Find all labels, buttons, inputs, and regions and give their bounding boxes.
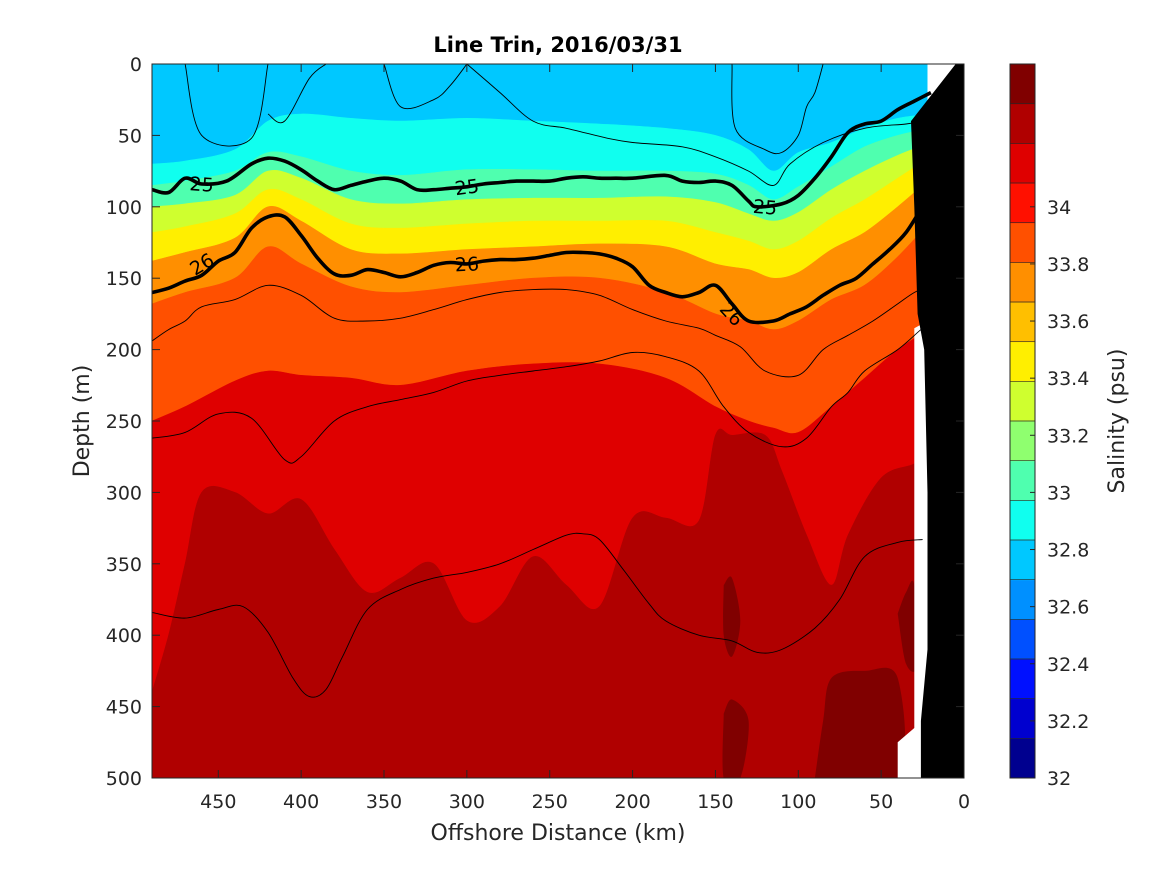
contour-label-group: 25 (189, 173, 215, 197)
high-salinity-patch-0 (723, 576, 741, 657)
contour-line-2 (152, 284, 932, 378)
x-tick-label: 300 (449, 791, 485, 813)
y-tick-label: 300 (106, 482, 142, 504)
y-axis-label: Depth (m) (70, 365, 95, 478)
colorbar: 32 32.2 32.4 32.6 32.8 33 33.2 33.4 33.6 33.8 34 S… (1009, 63, 1130, 790)
x-tick-label: 200 (614, 791, 650, 813)
x-tick-label: 450 (200, 791, 236, 813)
y-tick-label: 450 (106, 697, 142, 719)
high-salinity-patch-3 (897, 580, 918, 672)
salinity-fill-layer (152, 64, 964, 778)
colorbar-tick-label: 32 (1047, 768, 1071, 790)
colorbar-ticks: 32 32.2 32.4 32.6 32.8 33 33.2 33.4 33.6 33.8 34 (1030, 197, 1089, 790)
colorbar-frame (1009, 63, 1036, 779)
colorbar-tick-label: 33.8 (1047, 254, 1089, 276)
colorbar-swatch (1010, 183, 1035, 224)
colorbar-swatch (1010, 738, 1035, 779)
colorbar-swatch (1010, 64, 1035, 105)
x-axis-label: Offshore Distance (km) (431, 821, 686, 846)
colorbar-tick-label: 33 (1047, 482, 1071, 504)
contour-label-group: 25 (454, 175, 481, 200)
y-tick-label: 150 (106, 268, 142, 290)
contour-line-8 (383, 64, 468, 110)
x-tick-label: 0 (958, 791, 970, 813)
colorbar-tick-label: 34 (1047, 197, 1071, 219)
contour-label: 25 (752, 196, 778, 220)
colorbar-swatch (1010, 143, 1035, 184)
contour-label: 25 (454, 175, 481, 200)
x-tick-label: 50 (869, 791, 893, 813)
colorbar-tick-label: 32.4 (1047, 654, 1089, 676)
y-tick-label: 0 (130, 54, 142, 76)
high-salinity-patch-2 (722, 699, 749, 778)
colorbar-swatch (1010, 103, 1035, 144)
y-tick-label: 200 (106, 340, 142, 362)
contour-line-4 (152, 532, 923, 698)
x-axis: 450 400 350 300 250 200 150 100 50 0 (200, 64, 970, 813)
colorbar-tick-label: 33.2 (1047, 425, 1089, 447)
y-tick-label: 250 (106, 411, 142, 433)
x-tick-label: 150 (697, 791, 733, 813)
colorbar-tick-label: 33.6 (1047, 311, 1089, 333)
x-tick-label: 350 (366, 791, 402, 813)
y-tick-label: 500 (106, 768, 142, 790)
x-tick-label: 400 (283, 791, 319, 813)
contour-label: 26 (454, 253, 479, 276)
colorbar-tick-label: 33.4 (1047, 368, 1089, 390)
chart-title: Line Trin, 2016/03/31 (433, 33, 682, 57)
colorbar-swatch (1010, 540, 1035, 581)
colorbar-swatch (1010, 302, 1035, 343)
isopycnal-contours (152, 64, 933, 698)
y-tick-label: 50 (118, 125, 142, 147)
high-salinity-patch-1 (814, 667, 906, 778)
colorbar-swatches (1010, 64, 1035, 779)
colorbar-swatch (1010, 500, 1035, 541)
x-tick-label: 100 (780, 791, 816, 813)
colorbar-tick-label: 32.8 (1047, 540, 1089, 562)
y-axis: 0 50 100 150 200 250 300 350 400 450 500 (106, 54, 964, 790)
colorbar-swatch (1010, 698, 1035, 739)
colorbar-swatch (1010, 262, 1035, 303)
contour-line-9 (731, 64, 824, 155)
colorbar-swatch (1010, 421, 1035, 462)
x-tick-label: 250 (532, 791, 568, 813)
colorbar-swatch (1010, 460, 1035, 501)
colorbar-swatch (1010, 579, 1035, 620)
colorbar-tick-label: 32.6 (1047, 597, 1089, 619)
colorbar-swatch (1010, 659, 1035, 700)
contour-line-5 (267, 64, 327, 124)
contour-label: 25 (189, 173, 215, 197)
colorbar-label: Salinity (psu) (1105, 349, 1130, 494)
contour-label-group: 26 (454, 253, 479, 276)
bathymetry-mask (897, 64, 964, 778)
contour-line-7 (466, 64, 923, 186)
colorbar-tick-label: 32.2 (1047, 711, 1089, 733)
y-tick-label: 350 (106, 554, 142, 576)
y-tick-label: 100 (106, 197, 142, 219)
isopycnal-26 (152, 195, 933, 325)
isopycnal-25 (152, 90, 932, 209)
colorbar-swatch (1010, 222, 1035, 263)
seafloor-region (911, 64, 964, 778)
contour-label-group: 25 (752, 196, 778, 220)
y-tick-label: 400 (106, 625, 142, 647)
colorbar-swatch (1010, 619, 1035, 660)
colorbar-swatch (1010, 341, 1035, 382)
salinity-band-9 (152, 428, 964, 778)
high-salinity-patches (722, 576, 918, 778)
contour-line-6 (184, 64, 269, 147)
colorbar-swatch (1010, 381, 1035, 422)
contour-line-3 (152, 323, 932, 464)
